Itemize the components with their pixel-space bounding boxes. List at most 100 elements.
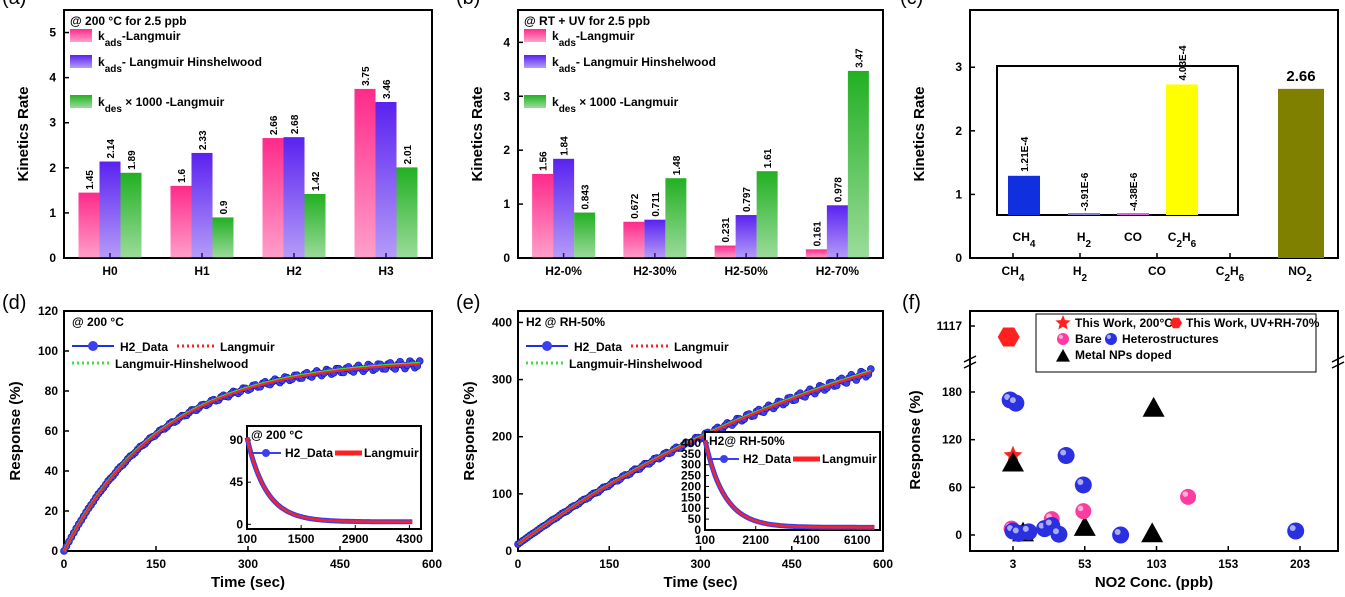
bar-value-label: 0.672	[630, 193, 641, 218]
bar	[120, 172, 142, 258]
scatter-point-hetero-highlight	[1060, 449, 1067, 456]
y-tick-label: 4	[503, 35, 510, 49]
y-tick-label: 2	[955, 124, 962, 138]
scatter-point-hetero	[1112, 526, 1130, 544]
legend-label: kads- Langmuir Hinshelwood	[552, 55, 716, 75]
inset-x-label: CH4	[1013, 230, 1036, 250]
plot-frame	[517, 9, 884, 259]
y-tick-label: 20	[45, 504, 59, 518]
inset-frame	[704, 431, 881, 531]
inset-title: @ 200 °C	[251, 428, 303, 442]
legend-label: kads-Langmuir	[552, 29, 635, 49]
inset-y-tick-label: 0	[236, 517, 243, 531]
y-tick-label: 60	[949, 480, 963, 494]
scatter-point-hetero-highlight	[1038, 522, 1045, 529]
x-tick-label: 600	[422, 557, 442, 571]
bar-value-label: 1.89	[127, 150, 138, 170]
y-tick-label: 1	[503, 197, 510, 211]
y-tick-label: 100	[38, 344, 58, 358]
legend-swatch	[524, 95, 546, 108]
inset-legend-label: Langmuir	[364, 446, 419, 460]
inset-legend-label: H2_Data	[743, 452, 791, 466]
scatter-point-hetero	[1057, 447, 1075, 465]
bar-value-label: 0.9	[219, 200, 230, 214]
scatter-point-metal	[1141, 522, 1164, 543]
scatter-point-bare	[1075, 503, 1092, 520]
y-tick-label: 80	[45, 384, 59, 398]
inset-x-tick-label: 100	[237, 532, 257, 546]
scatter-point-hetero-highlight	[1052, 528, 1059, 535]
y-tick-label: 40	[45, 464, 59, 478]
axis-break	[1331, 355, 1345, 369]
plot-frame	[969, 310, 1339, 552]
x-tick-label: 450	[782, 557, 802, 571]
x-tick-label: H2-0%	[545, 264, 582, 278]
bar	[99, 161, 121, 258]
x-tick-label: 3	[1010, 557, 1017, 571]
inset-bar	[1068, 213, 1100, 215]
y-tick-label: 0	[955, 528, 962, 542]
x-tick-label: 600	[873, 557, 893, 571]
x-tick-label: 153	[1218, 557, 1238, 571]
bar-value-label: 1.42	[311, 171, 322, 191]
x-tick-label: H2-70%	[816, 264, 860, 278]
panel-label: (c)	[900, 0, 923, 9]
bar-value-label: 2.66	[1286, 68, 1315, 85]
legend-label: Langmuir-Hinshelwood	[569, 357, 702, 371]
y-axis-label: Kinetics Rate	[469, 86, 486, 181]
x-tick-label: H2-30%	[633, 264, 677, 278]
legend-swatch	[70, 29, 92, 42]
y-tick-label: 1	[955, 187, 962, 201]
bar-value-label: 2.33	[198, 130, 209, 150]
legend-label: This Work, UV+RH-70%	[1186, 316, 1320, 330]
axis-break	[963, 355, 977, 369]
legend-label: H2_Data	[574, 340, 622, 354]
y-tick-label: 120	[38, 304, 58, 318]
y-axis-label: Kinetics Rate	[15, 86, 32, 181]
bar	[191, 152, 213, 258]
plot-frame	[63, 9, 433, 259]
y-tick-label: 5	[49, 26, 56, 40]
bar	[735, 215, 757, 258]
bar	[78, 192, 100, 258]
x-tick-label: NO2	[1288, 264, 1312, 284]
legend-label: Heterostructures	[1122, 332, 1219, 346]
bar-value-label: 0.711	[651, 192, 662, 217]
x-tick-label: H2	[286, 264, 302, 278]
y-tick-label: 0	[49, 251, 56, 265]
panel-label: (d)	[2, 292, 26, 314]
inset-y-tick-label: 150	[681, 490, 701, 504]
scatter-point-hetero-highlight	[1077, 479, 1084, 485]
inset-legend-label: H2_Data	[285, 446, 333, 460]
y-tick-label: 300	[492, 373, 512, 387]
inset-y-tick-label: 200	[681, 479, 701, 493]
legend-label: Langmuir	[674, 340, 729, 354]
y-tick-label: 100	[492, 487, 512, 501]
inset-bar-label: -4.38E-6	[1129, 172, 1140, 211]
bar-value-label: 0.978	[833, 177, 844, 202]
inset-x-label: CO	[1124, 230, 1142, 244]
bar	[644, 219, 666, 258]
scatter-point-uv	[997, 327, 1020, 347]
scatter-point-hetero-highlight	[1009, 397, 1016, 404]
scatter-point-metal	[1002, 451, 1024, 472]
inset-legend-marker	[720, 455, 728, 463]
bar-value-label: 0.843	[581, 184, 592, 209]
bar-value-label: 1.61	[763, 148, 774, 168]
bar	[354, 88, 376, 258]
inset-title: H2@ RH-50%	[709, 434, 785, 448]
bar-value-label: 3.47	[854, 48, 865, 68]
x-tick-label: H0	[102, 264, 118, 278]
bar	[714, 245, 736, 258]
bar-value-label: 3.75	[361, 66, 372, 86]
inset-frame	[246, 425, 422, 530]
legend-hex	[1170, 317, 1182, 329]
panel-label: (b)	[456, 0, 480, 9]
x-axis-label: Time (sec)	[664, 574, 738, 591]
legend-marker	[88, 341, 98, 351]
y-tick-label: 0	[955, 251, 962, 265]
x-tick-label: 150	[599, 557, 619, 571]
bar	[826, 205, 848, 258]
bar-value-label: 1.45	[85, 170, 96, 190]
bar	[532, 173, 554, 258]
